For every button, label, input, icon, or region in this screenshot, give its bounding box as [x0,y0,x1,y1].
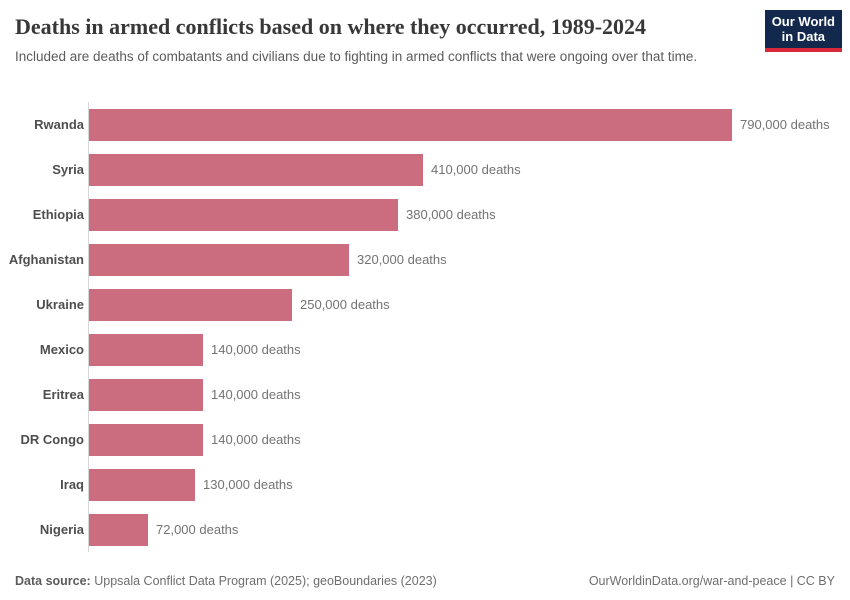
country-label: DR Congo [20,432,84,447]
bar-row: Ukraine 250,000 deaths [0,282,850,327]
value-label: 410,000 deaths [431,162,521,177]
value-label: 130,000 deaths [203,477,293,492]
bar-track: 380,000 deaths [88,192,850,237]
bar[interactable] [89,513,148,546]
bar-row: Eritrea 140,000 deaths [0,372,850,417]
bar-track: 140,000 deaths [88,327,850,372]
bar[interactable] [89,153,423,186]
country-label: Eritrea [42,387,84,402]
data-source-label: Data source: [15,574,91,588]
bar-row: Ethiopia 380,000 deaths [0,192,850,237]
country-label: Mexico [39,342,84,357]
bar-track: 130,000 deaths [88,462,850,507]
country-label: Afghanistan [8,252,84,267]
value-label: 140,000 deaths [211,342,301,357]
owid-logo-line2: in Data [781,29,826,44]
value-label: 380,000 deaths [406,207,496,222]
bar-row: Mexico 140,000 deaths [0,327,850,372]
bar[interactable] [89,423,203,456]
data-source: Data source: Uppsala Conflict Data Progr… [15,574,437,588]
bar[interactable] [89,378,203,411]
country-label: Syria [52,162,84,177]
value-label: 72,000 deaths [156,522,239,537]
bar[interactable] [89,198,398,231]
value-label: 250,000 deaths [300,297,390,312]
credit-line[interactable]: OurWorldinData.org/war-and-peace | CC BY [588,574,835,588]
country-label: Ethiopia [32,207,84,222]
bar[interactable] [89,108,732,141]
bar-track: 410,000 deaths [88,147,850,192]
value-label: 140,000 deaths [211,387,301,402]
value-label: 320,000 deaths [357,252,447,267]
value-label: 140,000 deaths [211,432,301,447]
owid-logo-line1: Our World [771,14,835,29]
bar-row: Rwanda 790,000 deaths [0,102,850,147]
bar[interactable] [89,288,292,321]
bar-track: 320,000 deaths [88,237,850,282]
bar-chart: Rwanda 790,000 deaths Syria 410,000 deat… [0,102,850,552]
chart-subtitle: Included are deaths of combatants and ci… [15,49,698,65]
bar-track: 140,000 deaths [88,417,850,462]
chart-header: Deaths in armed conflicts based on where… [15,14,835,66]
bar-row: DR Congo 140,000 deaths [0,417,850,462]
chart-title: Deaths in armed conflicts based on where… [15,14,647,39]
country-label: Iraq [60,477,84,492]
bar-row: Afghanistan 320,000 deaths [0,237,850,282]
bar[interactable] [89,468,195,501]
value-label: 790,000 deaths [740,117,830,132]
country-label: Nigeria [39,522,84,537]
bar-track: 790,000 deaths [88,102,850,147]
bar-track: 140,000 deaths [88,372,850,417]
data-source-text: Uppsala Conflict Data Program (2025); ge… [94,574,437,588]
country-label: Rwanda [34,117,84,132]
country-label: Ukraine [36,297,84,312]
bar-track: 72,000 deaths [88,507,850,552]
chart-footer: Data source: Uppsala Conflict Data Progr… [15,574,835,588]
owid-logo[interactable]: Our World in Data [764,10,842,52]
bar[interactable] [89,243,349,276]
bar-track: 250,000 deaths [88,282,850,327]
bar-row: Nigeria 72,000 deaths [0,507,850,552]
bar-row: Syria 410,000 deaths [0,147,850,192]
bar-row: Iraq 130,000 deaths [0,462,850,507]
bar[interactable] [89,333,203,366]
